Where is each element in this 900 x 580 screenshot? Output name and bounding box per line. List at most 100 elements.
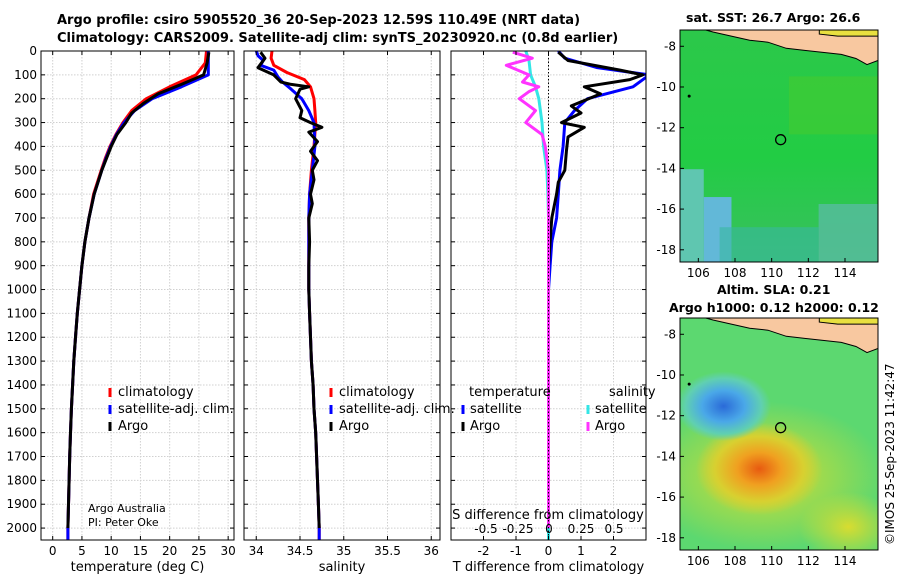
island-christmas	[687, 94, 691, 98]
y-tick-label: 300	[14, 116, 37, 130]
y-tick-label: 900	[14, 259, 37, 273]
y-tick-label: -8	[664, 39, 676, 53]
sst-patch	[680, 169, 704, 262]
series-line-satellite-adj-clim-	[66, 51, 210, 540]
series-group	[66, 51, 211, 540]
y-tick-label: 2000	[6, 521, 37, 535]
legend-label: climatology	[118, 385, 194, 400]
series-line-t-argo	[547, 51, 645, 529]
y-tick-label: 800	[14, 235, 37, 249]
figure-title-line2: Climatology: CARS2009. Satellite-adj cli…	[57, 31, 619, 46]
legend-label: satellite	[595, 402, 647, 417]
map-sla_map: 106 108 110 112 114 -8 -10 -12 -14 -16 -18	[656, 317, 879, 568]
sst-patch	[788, 76, 878, 135]
panel-temperature: 0 5 10 15 20 25 300100200300400500600700800900…	[6, 44, 235, 575]
legend-label: climatology	[339, 385, 415, 400]
series-group	[254, 51, 324, 540]
x-tick-label: 30	[221, 544, 236, 558]
panel-difference: -2 -1 0 1 2 T difference from climatology S di…	[450, 50, 656, 575]
island-christmas	[687, 382, 691, 386]
map-field	[680, 318, 878, 550]
land-java	[680, 30, 878, 66]
y-tick-label: 0	[29, 44, 37, 58]
profile-panels: 0 5 10 15 20 25 300100200300400500600700800900…	[6, 44, 655, 575]
y-tick-label: 1200	[6, 330, 37, 344]
x-tick-label: 34.5	[287, 544, 314, 558]
y-tick-label: -12	[656, 121, 676, 135]
x-tick-label: 110	[760, 554, 783, 568]
sst-patch	[719, 227, 819, 262]
sla-blob	[695, 422, 823, 516]
legend-label: satellite-adj. clim.	[118, 402, 234, 417]
x-tick-label: 114	[834, 266, 857, 280]
map-frame	[679, 317, 879, 551]
x-tick-label: 112	[797, 554, 820, 568]
y-tick-label: 1100	[6, 306, 37, 320]
y-tick-label: -12	[656, 409, 676, 423]
sla-map-title-line2: Argo h1000: 0.12 h2000: 0.12	[669, 300, 879, 315]
figure-title-line1: Argo profile: csiro 5905520_36 20-Sep-20…	[57, 13, 581, 28]
secondary-axis-label: S difference from climatology	[452, 508, 644, 523]
x-tick-label: 0	[49, 544, 57, 558]
x-tick-label: 106	[687, 266, 710, 280]
y-tick-label: 400	[14, 139, 37, 153]
credit-line1: Argo Australia	[88, 502, 166, 515]
legend-label: satellite	[470, 402, 522, 417]
y-tick-label: 1900	[6, 497, 37, 511]
argo-position-marker	[775, 422, 787, 434]
x-tick-label: 35	[336, 544, 351, 558]
secondary-tick-label: 0.25	[568, 522, 595, 536]
map-frame	[679, 29, 879, 263]
y-tick-label: 500	[14, 163, 37, 177]
x-tick-label: 35.5	[374, 544, 401, 558]
y-tick-label: -18	[656, 531, 676, 545]
x-tick-label: -1	[510, 544, 522, 558]
legend-label: satellite-adj. clim.	[339, 402, 455, 417]
x-tick-label: 25	[191, 544, 206, 558]
series-line-argo	[66, 51, 211, 529]
secondary-tick-label: -0.25	[502, 522, 533, 536]
legend-title-salinity: salinity	[609, 385, 656, 400]
y-tick-label: -16	[656, 202, 676, 216]
secondary-tick-label: -0.5	[474, 522, 497, 536]
y-tick-label: -16	[656, 490, 676, 504]
y-tick-label: 1400	[6, 378, 37, 392]
series-group	[504, 51, 646, 540]
y-tick-label: -18	[656, 243, 676, 257]
land-madura	[818, 30, 878, 37]
y-tick-label: -8	[664, 327, 676, 341]
x-tick-label: 34	[249, 544, 264, 558]
y-tick-label: 1000	[6, 283, 37, 297]
x-tick-label: 36	[424, 544, 439, 558]
y-tick-label: 1700	[6, 450, 37, 464]
map-panels: 106 108 110 112 114 -8 -10 -12 -14 -16 -18 106 108 11…	[656, 29, 879, 568]
x-tick-label: 112	[797, 266, 820, 280]
map-field	[680, 30, 878, 262]
legend-label: Argo	[339, 419, 369, 434]
y-tick-label: -10	[656, 80, 676, 94]
argo-position-marker	[775, 134, 787, 146]
y-tick-label: 200	[14, 92, 37, 106]
y-tick-label: -14	[656, 449, 676, 463]
x-tick-label: 110	[760, 266, 783, 280]
x-tick-label: 108	[724, 554, 747, 568]
sst-patch	[818, 204, 878, 262]
axes-frame	[243, 50, 441, 541]
x-tick-label: 20	[162, 544, 177, 558]
x-tick-label: 114	[834, 554, 857, 568]
land-madura	[818, 318, 878, 325]
x-tick-label: 10	[104, 544, 119, 558]
y-tick-label: -10	[656, 368, 676, 382]
x-tick-label: 2	[610, 544, 618, 558]
sla-map-title-line1: Altim. SLA: 0.21	[717, 282, 831, 297]
sla-blob	[798, 492, 878, 550]
x-tick-label: 108	[724, 266, 747, 280]
secondary-tick-label: 0	[545, 522, 553, 536]
map-sst_map: 106 108 110 112 114 -8 -10 -12 -14 -16 -18	[656, 29, 879, 280]
x-tick-label: 106	[687, 554, 710, 568]
legend-label: Argo	[595, 419, 625, 434]
y-tick-label: 1500	[6, 402, 37, 416]
y-tick-label: 700	[14, 211, 37, 225]
secondary-tick-label: 0.5	[604, 522, 623, 536]
